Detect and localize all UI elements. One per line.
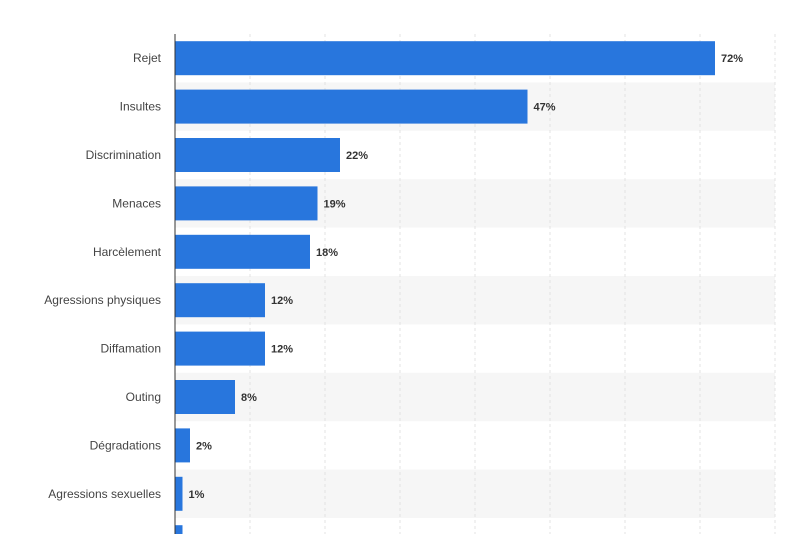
value-label: 72% <box>721 53 743 65</box>
category-label: Dégradations <box>90 438 161 452</box>
value-label: 18% <box>316 247 338 259</box>
bars <box>175 41 715 534</box>
category-label: Discrimination <box>86 148 161 162</box>
value-label: 22% <box>346 150 368 162</box>
bar <box>175 89 528 124</box>
bar <box>175 476 183 511</box>
category-label: Harcèlement <box>93 245 162 259</box>
bar <box>175 331 265 366</box>
value-label: 47% <box>534 102 556 114</box>
bar <box>175 428 190 463</box>
bar <box>175 41 715 76</box>
bar <box>175 283 265 318</box>
value-label: 12% <box>271 295 293 307</box>
category-label: Rejet <box>133 51 162 65</box>
bar <box>175 186 318 221</box>
value-label: 8% <box>241 392 257 404</box>
category-label: Diffamation <box>101 342 161 356</box>
bar <box>175 234 310 269</box>
value-label: 1% <box>189 489 205 501</box>
gridlines <box>249 34 776 534</box>
value-label: 19% <box>324 198 346 210</box>
bar-partial <box>175 525 183 534</box>
category-label: Outing <box>126 390 161 404</box>
value-labels: 72% 47% 22% 19% 18% 12% 12% 8% 2% 1% <box>189 53 744 501</box>
category-label: Insultes <box>120 100 161 114</box>
bar <box>175 138 340 172</box>
value-label: 2% <box>196 440 212 452</box>
category-label: Menaces <box>112 196 161 210</box>
bar <box>175 380 235 414</box>
category-labels: Rejet Insultes Discrimination Menaces Harcèl… <box>44 51 161 501</box>
category-label: Agressions physiques <box>44 293 161 307</box>
value-label: 12% <box>271 344 293 356</box>
category-label: Agressions sexuelles <box>48 487 161 501</box>
